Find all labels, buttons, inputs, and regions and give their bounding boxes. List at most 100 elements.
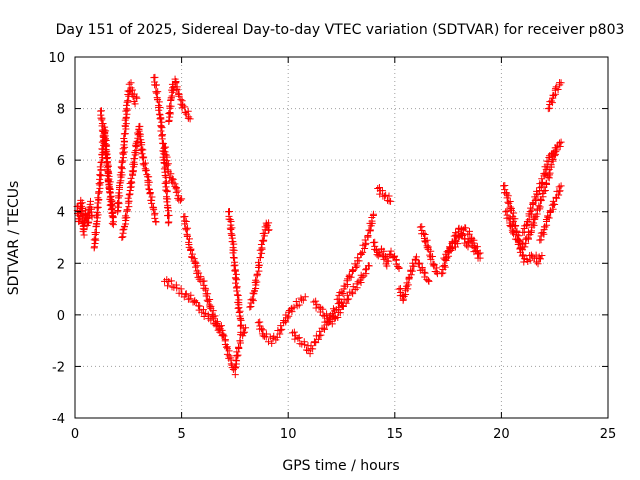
data-series [369, 238, 403, 272]
data-point [95, 188, 103, 196]
data-point [536, 203, 544, 211]
data-point [119, 154, 127, 162]
x-tick-label: 20 [493, 427, 510, 442]
data-point [433, 268, 441, 276]
data-point [380, 255, 388, 263]
data-point [133, 94, 141, 102]
data-point [152, 89, 160, 97]
data-point [270, 332, 278, 340]
data-point [145, 185, 153, 193]
data-point [361, 245, 369, 253]
data-point [537, 236, 545, 244]
data-point [285, 312, 293, 320]
data-point [103, 171, 111, 179]
data-point [94, 194, 102, 202]
data-point [196, 302, 204, 310]
data-point [462, 224, 470, 232]
data-point [366, 227, 374, 235]
data-point [103, 147, 111, 155]
data-point [237, 321, 245, 329]
data-point [215, 325, 223, 333]
data-point [246, 303, 254, 311]
data-point [319, 311, 327, 319]
data-point [531, 214, 539, 222]
data-point [441, 263, 449, 271]
data-series [416, 223, 441, 278]
data-point [476, 254, 484, 262]
data-point [168, 175, 176, 183]
data-point [362, 270, 370, 278]
data-point [158, 124, 166, 132]
data-point [359, 248, 367, 256]
data-point [165, 116, 173, 124]
data-point [117, 163, 125, 171]
data-point [139, 146, 147, 154]
data-point [120, 130, 128, 138]
data-point [527, 227, 535, 235]
data-point [317, 331, 325, 339]
data-point [232, 356, 240, 364]
data-series [73, 196, 96, 239]
data-point [533, 187, 541, 195]
data-point [522, 221, 530, 229]
data-point [264, 338, 272, 346]
data-point [90, 243, 98, 251]
data-point [235, 308, 243, 316]
data-point [94, 203, 102, 211]
data-point [391, 252, 399, 260]
data-point [545, 158, 553, 166]
data-point [306, 350, 314, 358]
data-point [152, 81, 160, 89]
data-point [163, 187, 171, 195]
data-point [187, 246, 195, 254]
plot-frame [74, 56, 609, 419]
data-point [157, 127, 165, 135]
data-point [247, 303, 255, 311]
data-point [120, 137, 128, 145]
data-point [557, 138, 565, 146]
data-point [204, 297, 212, 305]
x-axis-label: GPS time / hours [282, 458, 399, 474]
data-point [162, 143, 170, 151]
data-point [131, 155, 139, 163]
data-point [231, 364, 239, 372]
data-point [164, 160, 172, 168]
data-point [108, 212, 116, 220]
data-point [510, 230, 518, 238]
data-point [554, 86, 562, 94]
data-point [230, 246, 238, 254]
data-series [440, 224, 484, 262]
data-point [178, 97, 186, 105]
data-point [115, 189, 123, 197]
data-point [114, 206, 122, 214]
data-point [268, 339, 276, 347]
data-point [97, 179, 105, 187]
data-point [506, 203, 514, 211]
data-point [511, 235, 519, 243]
data-point [506, 215, 514, 223]
data-point [309, 345, 317, 353]
data-point [428, 253, 436, 261]
data-series [97, 107, 118, 229]
data-series [395, 253, 433, 304]
data-point [138, 150, 146, 158]
data-series [165, 75, 194, 125]
data-series [536, 182, 565, 244]
data-point [461, 235, 469, 243]
data-point [123, 206, 131, 214]
data-point [382, 191, 390, 199]
data-point [362, 239, 370, 247]
data-point [395, 264, 403, 272]
data-point [164, 204, 172, 212]
data-series [246, 219, 273, 311]
data-point [234, 291, 242, 299]
data-point [345, 295, 353, 303]
data-point [535, 202, 543, 210]
data-point [415, 259, 423, 267]
data-point [504, 192, 512, 200]
data-point [80, 225, 88, 233]
data-point [445, 247, 453, 255]
data-point [556, 187, 564, 195]
x-tick-label: 10 [280, 427, 297, 442]
data-point [165, 218, 173, 226]
